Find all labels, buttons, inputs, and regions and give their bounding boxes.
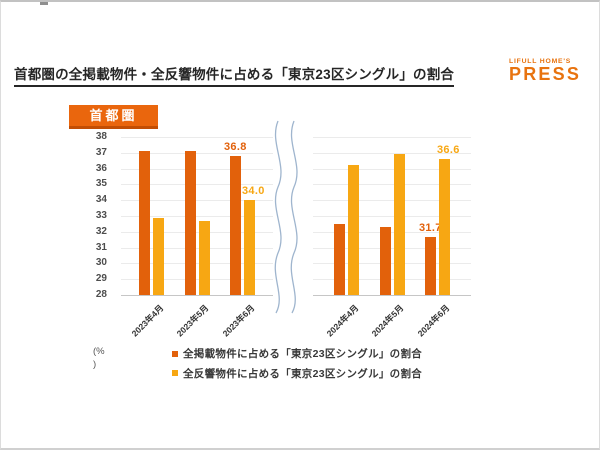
chart-2024: 2024年4月 2024年5月 31.7 36.6 2024年6月: [313, 137, 471, 339]
page-title: 首都圏の全掲載物件・全反響物件に占める「東京23区シングル」の割合: [14, 63, 455, 87]
y-axis-unit-line2: ): [93, 358, 97, 370]
legend-row: 全反響物件に占める「東京23区シングル」の割合: [172, 364, 422, 384]
window-edge-artifact: [40, 2, 48, 5]
bar-2024年6月-response: [438, 159, 450, 295]
x-tick-label: 2024年6月: [415, 302, 452, 339]
gridline: [313, 168, 471, 170]
bar-2023年6月-listed: [229, 155, 241, 295]
gridline: [121, 168, 273, 170]
lifull-homes-press-logo: LIFULL HOME'S PRESS: [509, 58, 581, 84]
legend-label: 全反響物件に占める「東京23区シングル」の割合: [183, 367, 423, 380]
y-tick-label: 36: [95, 162, 107, 174]
gridline: [121, 152, 273, 154]
gridline: [121, 200, 273, 202]
bar-2024年4月-response: [348, 165, 360, 295]
x-tick-label: 2023年6月: [220, 302, 257, 339]
x-axis-line: [313, 295, 471, 296]
y-axis-unit: (% ): [93, 346, 105, 372]
logo-press-text: PRESS: [509, 64, 582, 84]
y-axis: 38 37 36 35 34 33 32 31 30 29 28: [85, 132, 113, 300]
bar-2024年6月-listed: [424, 236, 436, 295]
gridline: [313, 231, 471, 233]
x-tick-label: 2023年4月: [129, 302, 166, 339]
bar-2024年5月-response: [393, 154, 405, 295]
gridline: [313, 152, 471, 154]
data-label: 36.6: [437, 144, 460, 157]
bar-2024年4月-listed: [334, 223, 346, 295]
gridline: [121, 231, 273, 233]
bar-2023年4月-response: [153, 217, 165, 295]
data-label: 34.0: [242, 185, 265, 198]
x-tick-label: 2024年5月: [369, 302, 406, 339]
gridline: [313, 279, 471, 281]
gridline: [121, 137, 273, 138]
bar-2023年4月-listed: [139, 151, 151, 295]
data-label: 31.7: [419, 221, 442, 234]
data-label: 36.8: [224, 140, 247, 153]
bar-2024年5月-listed: [379, 227, 391, 295]
y-tick-label: 28: [95, 289, 107, 300]
gridline: [313, 200, 471, 202]
gridline: [313, 137, 471, 138]
bar-2023年5月-response: [198, 220, 210, 295]
chart-2023: 2023年4月 2023年5月 36.8 34.0 2023年6月: [121, 137, 273, 339]
gridline: [121, 216, 273, 217]
y-tick-label: 30: [95, 257, 107, 269]
y-tick-label: 37: [95, 146, 107, 158]
region-badge: 首都圏: [69, 105, 158, 129]
y-tick-label: 31: [95, 241, 107, 253]
legend-swatch: [172, 350, 178, 357]
y-tick-label: 34: [95, 194, 107, 206]
gridline: [313, 247, 471, 249]
legend: 全掲載物件に占める「東京23区シングル」の割合 全反響物件に占める「東京23区シン…: [172, 344, 422, 383]
gridline: [121, 184, 273, 186]
bar-2023年5月-listed: [184, 151, 196, 295]
legend-label: 全掲載物件に占める「東京23区シングル」の割合: [183, 348, 423, 361]
legend-swatch: [172, 370, 178, 377]
gridline: [121, 247, 273, 249]
axis-break-squiggle: [274, 120, 298, 314]
gridline: [313, 263, 471, 265]
y-tick-label: 29: [95, 273, 107, 285]
x-axis-line: [121, 295, 273, 296]
y-tick-label: 35: [95, 178, 107, 190]
gridline: [121, 263, 273, 265]
y-tick-label: 33: [95, 210, 107, 221]
gridline: [313, 216, 471, 217]
y-tick-label: 38: [95, 131, 107, 142]
gridline: [313, 184, 471, 186]
logo-brand-text: LIFULL HOME'S: [509, 58, 572, 65]
gridline: [121, 279, 273, 281]
y-tick-label: 32: [95, 225, 107, 237]
x-tick-label: 2023年5月: [174, 302, 211, 339]
x-tick-label: 2024年4月: [324, 302, 361, 339]
bar-2023年6月-response: [243, 200, 255, 295]
y-axis-unit-line1: (%: [93, 346, 105, 357]
legend-row: 全掲載物件に占める「東京23区シングル」の割合: [172, 344, 422, 364]
